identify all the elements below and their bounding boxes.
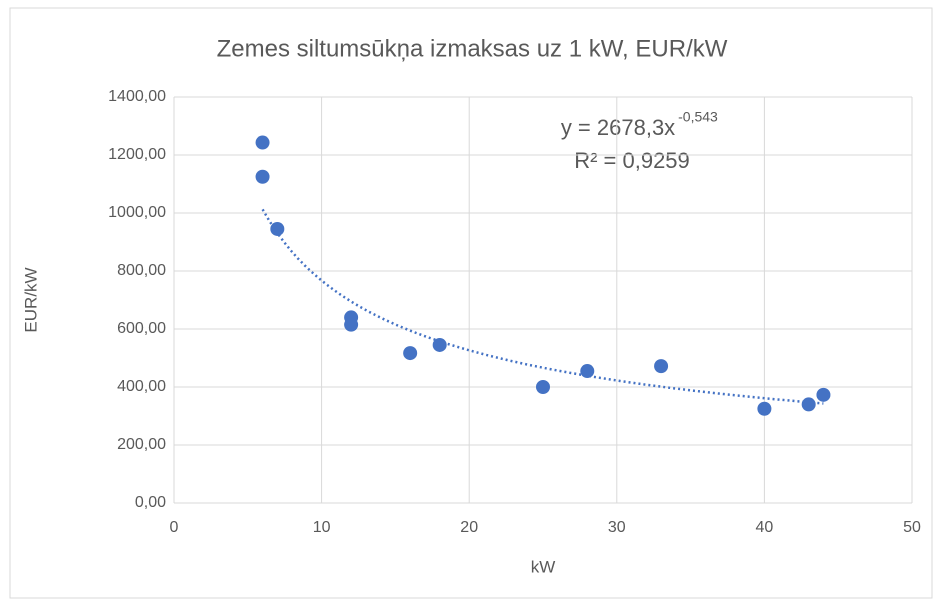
x-tick-label: 40 (756, 519, 774, 536)
y-tick-label: 1200,00 (108, 146, 166, 163)
y-tick-label: 200,00 (117, 436, 166, 453)
point (757, 401, 772, 416)
y-axis-label: EUR/kW (21, 267, 40, 332)
trendline-exponent: -0,543 (678, 109, 718, 125)
point (270, 221, 285, 236)
x-tick-label: 50 (903, 519, 921, 536)
point (255, 135, 270, 150)
point (816, 387, 831, 402)
y-tick-label: 600,00 (117, 320, 166, 337)
point (344, 317, 359, 332)
point (580, 364, 595, 379)
point (536, 380, 550, 394)
point (255, 169, 270, 184)
y-tick-label: 400,00 (117, 378, 166, 395)
x-tick-label: 10 (313, 519, 331, 536)
point (432, 337, 447, 352)
x-tick-label: 30 (608, 519, 626, 536)
y-tick-label: 1400,00 (108, 88, 166, 105)
point (654, 359, 669, 374)
point (403, 346, 418, 361)
chart-border (9, 7, 933, 599)
trendline-equation: y = 2678,3x (561, 115, 675, 140)
point (801, 397, 816, 412)
r-squared: R² = 0,9259 (574, 148, 690, 173)
x-tick-label: 20 (460, 519, 478, 536)
y-tick-label: 1000,00 (108, 204, 166, 221)
y-tick-label: 800,00 (117, 262, 166, 279)
x-axis-label: kW (531, 557, 556, 576)
chart-title: Zemes siltumsūkņa izmaksas uz 1 kW, EUR/… (217, 35, 728, 62)
y-tick-label: 0,00 (135, 494, 166, 511)
x-tick-label: 0 (170, 519, 179, 536)
